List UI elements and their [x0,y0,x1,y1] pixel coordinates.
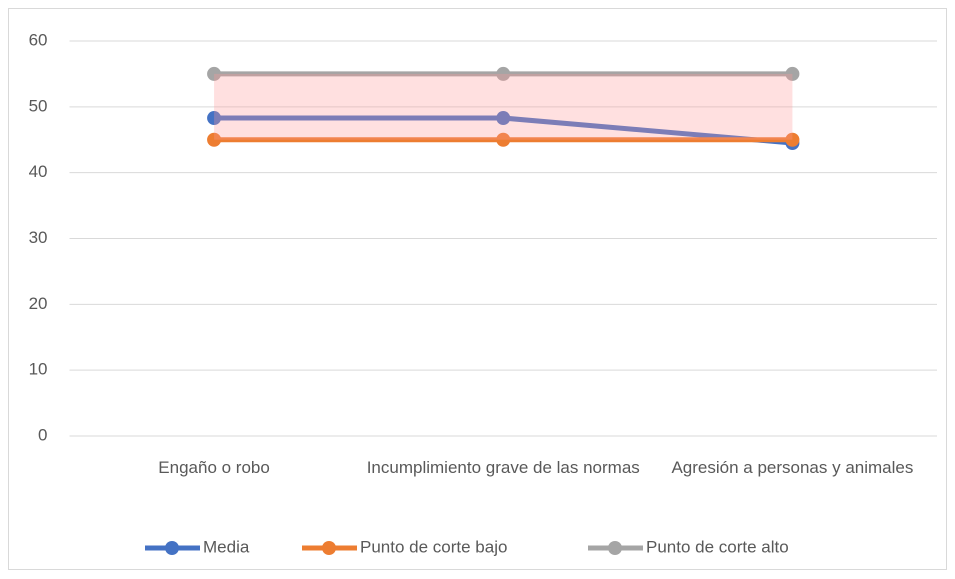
legend-label: Punto de corte alto [646,537,789,556]
y-tick-label: 20 [29,294,48,313]
y-tick-label: 0 [38,425,47,444]
range-band [214,73,793,140]
legend-marker [322,541,336,555]
x-tick-label: Engaño o robo [158,458,270,477]
legend-marker [608,541,622,555]
y-tick-label: 40 [29,162,48,181]
point [207,111,222,126]
legend-marker [165,541,179,555]
point [785,132,800,147]
y-tick-label: 50 [29,96,48,115]
point [496,132,511,147]
point [496,66,511,81]
x-tick-label: Incumplimiento grave de las normas [367,458,640,477]
point [207,66,222,81]
x-tick-label: Agresión a personas y animales [671,458,913,477]
y-tick-label: 10 [29,360,48,379]
point [207,132,222,147]
legend-label: Punto de corte bajo [360,537,507,556]
y-tick-label: 30 [29,228,48,247]
legend-label: Media [203,537,250,556]
y-tick-label: 60 [29,30,48,49]
chart-border [8,8,947,570]
point [785,66,800,81]
point [496,111,511,126]
